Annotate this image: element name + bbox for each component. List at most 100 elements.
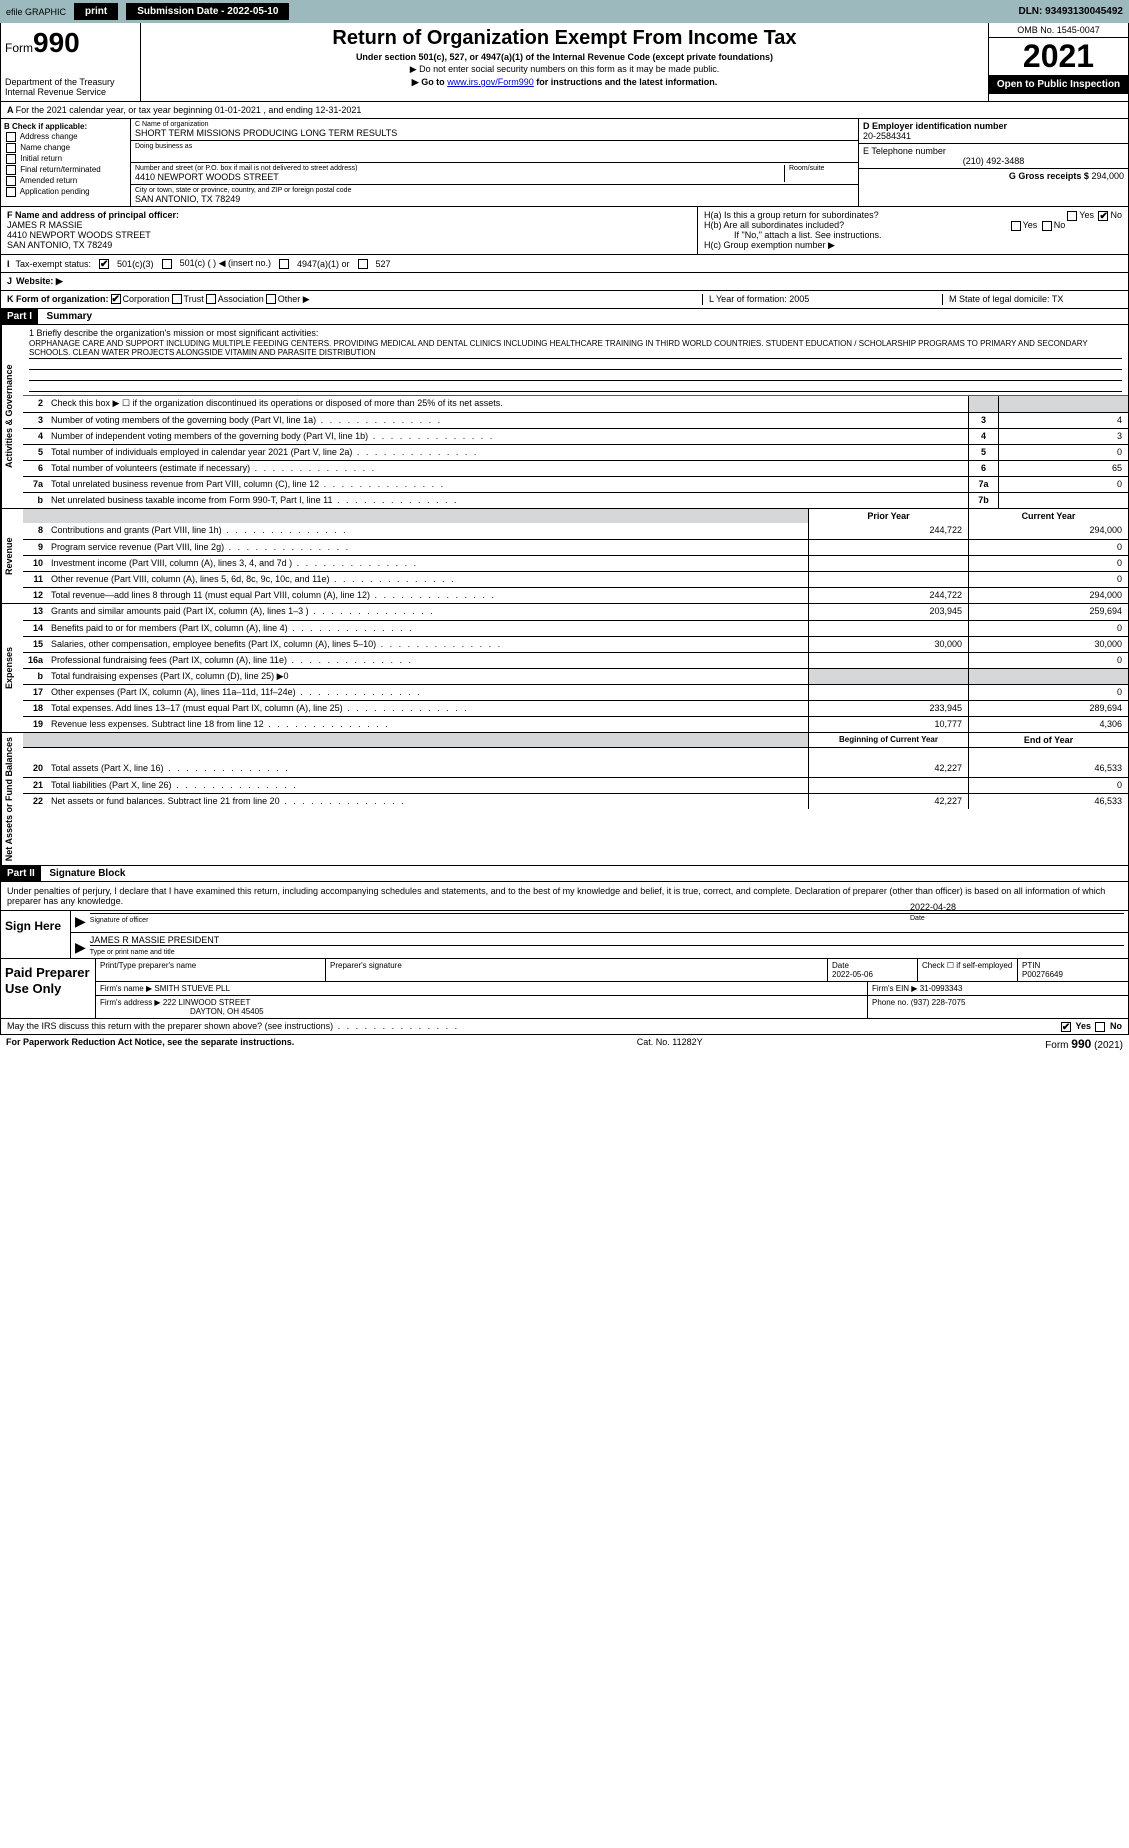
- org-name-label: C Name of organization: [135, 121, 854, 128]
- footer-right: Form 990 (2021): [1045, 1037, 1123, 1051]
- box-c: C Name of organization SHORT TERM MISSIO…: [131, 119, 858, 206]
- side-net: Net Assets or Fund Balances: [1, 733, 23, 865]
- col-right: D Employer identification number 20-2584…: [858, 119, 1128, 206]
- dba-cell: Doing business as: [131, 141, 858, 163]
- sign-name: JAMES R MASSIE PRESIDENT: [90, 935, 1124, 946]
- header-left: Form990 Department of the Treasury Inter…: [1, 23, 141, 101]
- part2-title: Signature Block: [43, 866, 131, 881]
- part1-title: Summary: [41, 309, 99, 324]
- phone-cell: E Telephone number (210) 492-3488: [859, 144, 1128, 169]
- cb-amended: Amended return: [4, 176, 127, 186]
- sign-date-label: Date: [910, 915, 925, 922]
- firm-label: Firm's name ▶: [100, 984, 152, 993]
- end-year-header: End of Year: [968, 733, 1128, 747]
- prior-year-header: Prior Year: [808, 509, 968, 523]
- cb-discuss-no: [1095, 1022, 1105, 1032]
- preparer-block: Paid Preparer Use Only Print/Type prepar…: [0, 959, 1129, 1019]
- ein-value: 20-2584341: [863, 131, 1124, 141]
- form-subtitle: Under section 501(c), 527, or 4947(a)(1)…: [149, 52, 980, 62]
- exp-body: 13Grants and similar amounts paid (Part …: [23, 604, 1128, 732]
- sig-officer-row: ▶ Signature of officer 2022-04-28 Date: [71, 911, 1128, 933]
- cb-final: Final return/terminated: [4, 165, 127, 175]
- begin-year-header: Beginning of Current Year: [808, 733, 968, 747]
- form-note1: ▶ Do not enter social security numbers o…: [149, 64, 980, 75]
- discuss-row: May the IRS discuss this return with the…: [0, 1019, 1129, 1035]
- org-name: SHORT TERM MISSIONS PRODUCING LONG TERM …: [135, 128, 854, 138]
- header-right: OMB No. 1545-0047 2021 Open to Public In…: [988, 23, 1128, 101]
- cb-501c3: [99, 259, 109, 269]
- state-domicile: M State of legal domicile: TX: [942, 294, 1122, 305]
- dln-label: DLN: 93493130045492: [1018, 6, 1123, 17]
- print-button[interactable]: print: [74, 3, 118, 20]
- net-section: Net Assets or Fund Balances Beginning of…: [0, 733, 1129, 866]
- footer-mid: Cat. No. 11282Y: [637, 1037, 703, 1051]
- firm-addr1: 222 LINWOOD STREET: [163, 998, 251, 1007]
- cb-corp: [111, 294, 121, 304]
- net-col-header: Beginning of Current Year End of Year: [23, 733, 1128, 747]
- part1-header: Part I: [1, 309, 38, 324]
- efile-top-bar: efile GRAPHIC print Submission Date - 20…: [0, 0, 1129, 23]
- sign-right: ▶ Signature of officer 2022-04-28 Date ▶…: [71, 911, 1128, 958]
- current-year-header: Current Year: [968, 509, 1128, 523]
- gov-line: 5Total number of individuals employed in…: [23, 444, 1128, 460]
- info-grid: B Check if applicable: Address change Na…: [0, 119, 1129, 207]
- data-line: 16aProfessional fundraising fees (Part I…: [23, 652, 1128, 668]
- cb-name: Name change: [4, 143, 127, 153]
- data-line: 17Other expenses (Part IX, column (A), l…: [23, 684, 1128, 700]
- firm-phone: (937) 228-7075: [911, 998, 966, 1007]
- website-label: Website: ▶: [16, 276, 63, 287]
- firm-name: SMITH STUEVE PLL: [154, 984, 230, 993]
- box-b-title: B Check if applicable:: [4, 122, 127, 131]
- dept-label: Department of the Treasury: [5, 77, 136, 87]
- prep-row-3: Firm's address ▶ 222 LINWOOD STREET DAYT…: [96, 996, 1128, 1018]
- officer-city: SAN ANTONIO, TX 78249: [7, 240, 691, 250]
- data-line: 20Total assets (Part X, line 16) 42,2274…: [23, 761, 1128, 777]
- data-line: 9Program service revenue (Part VIII, lin…: [23, 539, 1128, 555]
- ha-row: H(a) Is this a group return for subordin…: [704, 210, 1122, 220]
- year-formation: L Year of formation: 2005: [702, 294, 942, 305]
- sig-officer-label: Signature of officer: [90, 917, 149, 924]
- tax-year: 2021: [989, 38, 1128, 75]
- room-label: Room/suite: [789, 165, 854, 172]
- website-row: J Website: ▶: [0, 273, 1129, 291]
- part1-header-row: Part I Summary: [0, 309, 1129, 325]
- form-prefix: Form: [5, 41, 33, 55]
- city-value: SAN ANTONIO, TX 78249: [135, 194, 854, 204]
- data-line: 15Salaries, other compensation, employee…: [23, 636, 1128, 652]
- form-org-row: K Form of organization: Corporation Trus…: [0, 291, 1129, 309]
- city-cell: City or town, state or province, country…: [131, 185, 858, 206]
- dba-label: Doing business as: [135, 143, 854, 150]
- data-line: 18Total expenses. Add lines 13–17 (must …: [23, 700, 1128, 716]
- part2-header: Part II: [1, 866, 41, 881]
- prep-name-label: Print/Type preparer's name: [96, 959, 326, 981]
- mission-q: 1 Briefly describe the organization's mi…: [29, 328, 1122, 338]
- hb-note: If "No," attach a list. See instructions…: [704, 230, 1122, 240]
- data-line: 22Net assets or fund balances. Subtract …: [23, 793, 1128, 809]
- gov-line: 6Total number of volunteers (estimate if…: [23, 460, 1128, 476]
- street-value: 4410 NEWPORT WOODS STREET: [135, 172, 784, 182]
- sign-here-label: Sign Here: [1, 911, 71, 958]
- rev-body: Prior Year Current Year 8Contributions a…: [23, 509, 1128, 603]
- gov-line: 7aTotal unrelated business revenue from …: [23, 476, 1128, 492]
- firm-ein: 31-0993343: [920, 984, 963, 993]
- header-center: Return of Organization Exempt From Incom…: [141, 23, 988, 101]
- form-header: Form990 Department of the Treasury Inter…: [0, 23, 1129, 102]
- net-body: Beginning of Current Year End of Year 20…: [23, 733, 1128, 865]
- expenses-section: Expenses 13Grants and similar amounts pa…: [0, 604, 1129, 733]
- gov-line: 2Check this box ▶ ☐ if the organization …: [23, 396, 1128, 412]
- sign-block: Sign Here ▶ Signature of officer 2022-04…: [0, 911, 1129, 959]
- cb-assoc: [206, 294, 216, 304]
- footer-row: For Paperwork Reduction Act Notice, see …: [0, 1035, 1129, 1053]
- irs-link[interactable]: www.irs.gov/Form990: [447, 77, 534, 87]
- submission-date: Submission Date - 2022-05-10: [126, 3, 289, 20]
- data-line: bTotal fundraising expenses (Part IX, co…: [23, 668, 1128, 684]
- mission-text: ORPHANAGE CARE AND SUPPORT INCLUDING MUL…: [29, 338, 1122, 359]
- governance-section: Activities & Governance 1 Briefly descri…: [0, 325, 1129, 509]
- data-line: 21Total liabilities (Part X, line 26) 0: [23, 777, 1128, 793]
- data-line: 10Investment income (Part VIII, column (…: [23, 555, 1128, 571]
- part2-header-row: Part II Signature Block: [0, 866, 1129, 882]
- fphone-label: Phone no.: [872, 998, 908, 1007]
- gov-body: 1 Briefly describe the organization's mi…: [23, 325, 1128, 508]
- cb-discuss-yes: [1061, 1022, 1071, 1032]
- city-label: City or town, state or province, country…: [135, 187, 854, 194]
